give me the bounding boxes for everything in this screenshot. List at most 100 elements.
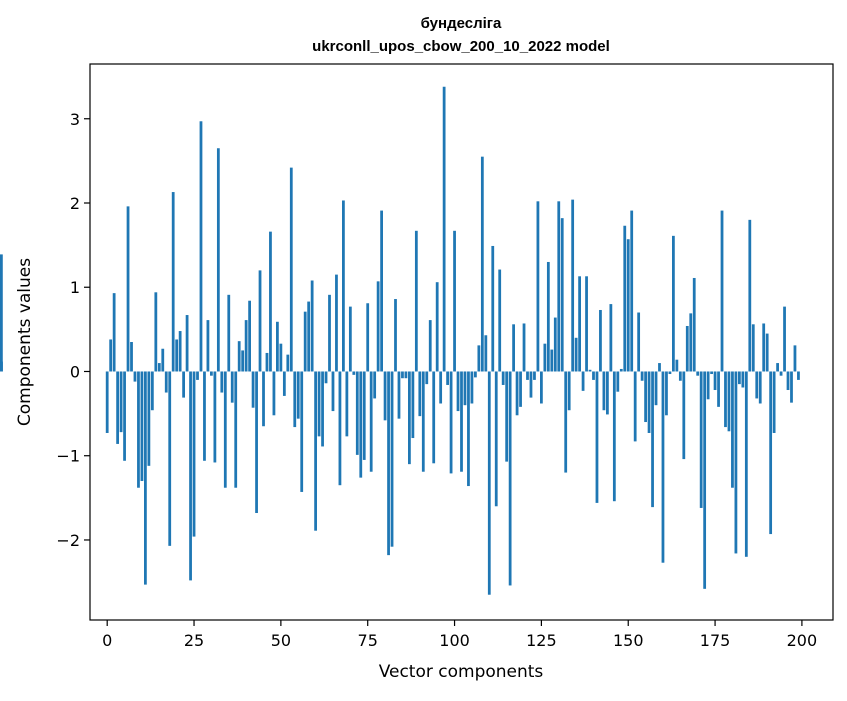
bar — [616, 371, 620, 392]
bar — [609, 304, 613, 372]
bar — [383, 371, 387, 421]
bar — [560, 218, 564, 372]
bar — [203, 371, 206, 461]
bar — [668, 371, 672, 375]
bar — [456, 371, 460, 412]
bar — [244, 320, 248, 372]
bar — [321, 371, 324, 447]
bar — [314, 371, 317, 531]
bar — [279, 343, 283, 372]
bar — [276, 321, 279, 372]
bar — [765, 333, 769, 372]
bar — [130, 342, 133, 372]
bar — [606, 371, 609, 415]
bar — [335, 274, 338, 372]
bar — [783, 306, 786, 372]
bar — [692, 277, 696, 372]
bar — [581, 371, 585, 391]
bar — [508, 371, 512, 586]
bar — [661, 371, 665, 563]
bar — [731, 371, 734, 488]
y-axis-label: Components values — [15, 258, 35, 426]
y-tick-label: −1 — [56, 447, 80, 466]
bar — [418, 371, 422, 417]
bar — [703, 371, 707, 589]
bar — [241, 350, 245, 372]
x-axis-label: Vector components — [379, 662, 544, 682]
bar — [161, 348, 165, 372]
bar — [164, 371, 168, 393]
bar — [192, 371, 196, 537]
bar — [696, 371, 700, 376]
bar — [411, 371, 415, 439]
bar — [762, 323, 766, 372]
bar — [602, 371, 606, 411]
bar — [189, 371, 192, 581]
bar — [255, 371, 258, 514]
bar — [446, 371, 449, 385]
bar — [717, 371, 720, 407]
bar — [428, 320, 432, 372]
y-tick-label: −2 — [56, 531, 80, 550]
bar — [647, 371, 651, 433]
bar — [210, 371, 213, 376]
x-axis-ticks: 0 25 50 75 100 125 150 175 200 — [102, 620, 817, 650]
bar — [421, 371, 425, 472]
bar — [467, 371, 470, 487]
bar — [689, 313, 693, 372]
bar — [529, 371, 533, 398]
bar — [463, 371, 467, 406]
bar — [685, 325, 689, 372]
bar — [262, 371, 265, 427]
bar — [630, 210, 634, 372]
bar — [651, 371, 654, 508]
bar — [592, 371, 595, 380]
bar — [282, 371, 286, 396]
bar — [748, 219, 752, 372]
bar — [512, 324, 515, 372]
bar — [376, 281, 380, 372]
bar — [237, 341, 241, 372]
bar — [227, 294, 231, 372]
bar — [672, 235, 675, 372]
bar — [484, 335, 488, 372]
bar — [116, 371, 120, 444]
bar — [751, 324, 755, 372]
bar — [223, 371, 227, 488]
bar — [175, 339, 179, 372]
bar — [738, 371, 741, 385]
bar — [317, 371, 321, 437]
bar — [414, 230, 418, 372]
chart-title-line-2: ukrconll_upos_cbow_200_10_2022 model — [312, 38, 610, 55]
bar — [387, 371, 390, 556]
y-tick-label: 1 — [70, 278, 80, 297]
bar — [654, 371, 658, 406]
bar — [574, 337, 578, 372]
x-tick-label: 0 — [102, 631, 112, 650]
bar — [477, 345, 481, 372]
chart-title-line-1: бундесліга — [421, 15, 502, 32]
bar — [480, 156, 484, 372]
bar — [105, 371, 109, 433]
bar — [140, 371, 144, 481]
bar — [133, 371, 137, 382]
bar — [171, 192, 175, 372]
bar — [248, 300, 251, 372]
bar — [727, 371, 731, 432]
bar — [505, 371, 509, 462]
bar — [498, 269, 502, 372]
bar — [265, 352, 269, 372]
bar — [533, 371, 536, 380]
bar — [439, 371, 443, 404]
bar — [678, 371, 682, 381]
bar — [300, 371, 304, 492]
x-tick-label: 200 — [787, 631, 818, 650]
bar — [786, 371, 790, 391]
bar — [487, 371, 491, 595]
bar — [776, 363, 779, 372]
bar — [526, 371, 529, 380]
bar — [658, 363, 661, 372]
bar — [359, 371, 363, 478]
bar — [258, 270, 262, 372]
